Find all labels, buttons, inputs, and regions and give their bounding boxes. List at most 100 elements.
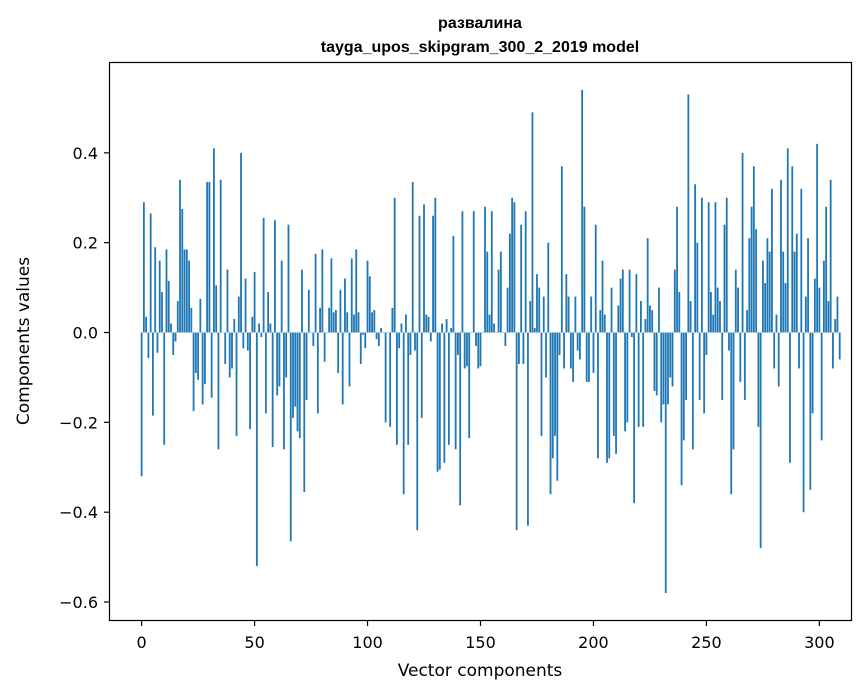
bar (795, 233, 798, 333)
bar (734, 269, 737, 333)
chart-subtitle: tayga_upos_skipgram_300_2_2019 model (321, 39, 639, 56)
bar (818, 287, 821, 333)
bar (219, 179, 222, 333)
bar (283, 332, 285, 450)
bar (739, 332, 742, 382)
bar (391, 307, 394, 333)
bar (350, 258, 353, 333)
bar (581, 89, 584, 333)
bar (798, 332, 800, 369)
bar (411, 182, 414, 333)
bar (323, 332, 326, 362)
bar (420, 332, 423, 418)
bar (556, 332, 559, 481)
bar (696, 242, 699, 333)
bar (434, 197, 437, 333)
x-axis-ticks: 0 50 100 150 200 250 300 (137, 620, 835, 652)
bar (757, 332, 760, 427)
bar (511, 197, 514, 333)
bar (172, 332, 175, 355)
y-tick-label: 0.2 (73, 234, 98, 253)
plot-frame (108, 61, 853, 622)
bar (314, 253, 317, 333)
bar (730, 332, 733, 495)
bar (574, 296, 577, 333)
bar (549, 332, 552, 495)
bar (640, 301, 642, 333)
bar (163, 332, 166, 445)
bar (368, 276, 371, 333)
y-axis-ticks: −0.6 −0.4 −0.2 0.0 0.2 0.4 (59, 144, 110, 612)
bar (152, 332, 154, 416)
bar (244, 278, 247, 333)
bar (793, 251, 796, 333)
bar (253, 271, 256, 333)
bar (689, 301, 692, 333)
bar (773, 332, 776, 369)
bar (524, 211, 527, 333)
bar (671, 332, 674, 387)
bar (269, 323, 272, 333)
bar (396, 332, 398, 445)
bar (646, 238, 649, 333)
bar (809, 332, 812, 490)
bar (560, 166, 563, 333)
bar (488, 314, 491, 333)
bar (384, 332, 387, 423)
bar (567, 296, 570, 333)
bar (346, 312, 349, 333)
bar (280, 260, 283, 333)
bar (479, 332, 482, 367)
bar (260, 332, 263, 338)
bar (461, 211, 464, 333)
bar (635, 274, 638, 333)
bar (493, 323, 495, 333)
x-axis-label: Vector components (398, 661, 563, 681)
bar (287, 224, 290, 333)
bar (784, 283, 787, 333)
bar (176, 301, 179, 333)
bar (294, 332, 297, 407)
y-tick-label: 0.0 (73, 324, 98, 343)
bar (601, 260, 604, 333)
bar (463, 332, 466, 369)
bar (673, 269, 676, 333)
bar (522, 332, 525, 364)
bar (359, 332, 362, 364)
bar (822, 260, 825, 333)
bar (380, 328, 382, 333)
bar (452, 235, 455, 333)
bar (527, 332, 529, 526)
bar (316, 332, 319, 414)
bar (660, 332, 663, 423)
bar (768, 251, 771, 333)
chart-title: развалина (438, 15, 522, 32)
bar (170, 323, 172, 333)
bar (579, 332, 581, 360)
bar (499, 251, 502, 333)
bar (441, 323, 443, 333)
bar (477, 332, 480, 369)
bar (836, 296, 839, 333)
bar (540, 332, 543, 436)
bar (621, 269, 624, 333)
bar (829, 179, 832, 333)
bar (612, 332, 615, 436)
bar (682, 332, 685, 441)
bar (569, 332, 572, 369)
bar (664, 332, 667, 594)
bar (321, 249, 324, 333)
y-axis-label: Components values (14, 257, 34, 425)
bar (743, 332, 746, 400)
bar (312, 332, 315, 346)
bar (466, 332, 468, 367)
bar (721, 332, 724, 400)
bar (278, 332, 281, 387)
bar (436, 332, 439, 472)
bar (307, 289, 310, 333)
x-tick-label: 200 (578, 633, 609, 652)
bar (698, 332, 701, 400)
bar (615, 332, 617, 454)
bar (181, 208, 184, 333)
